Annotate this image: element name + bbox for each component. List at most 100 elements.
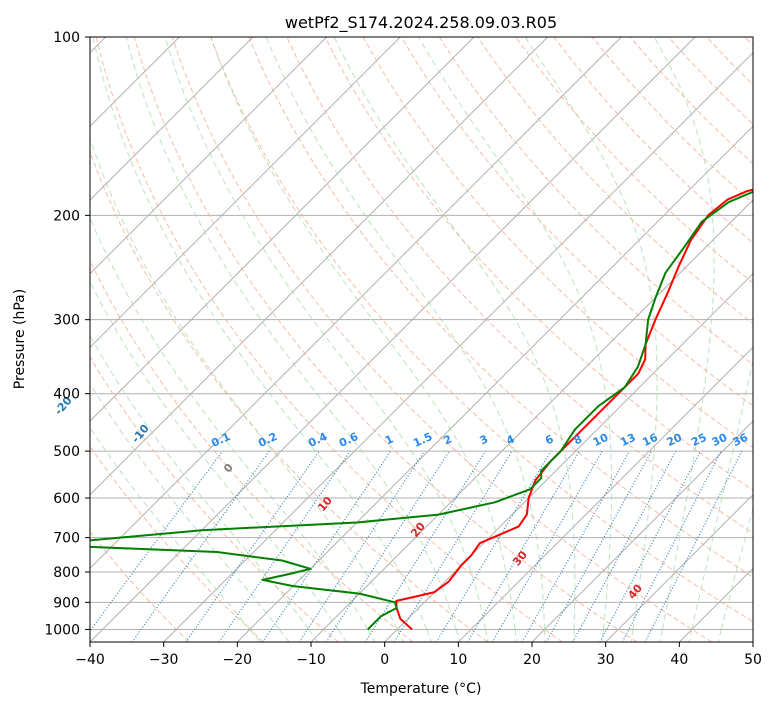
dry-adiabat-line	[171, 37, 712, 642]
mixing-ratio-line	[521, 450, 631, 642]
axes: −40 −30 −20 −10 0 10 20 30 40 5010020030040050060…	[44, 30, 762, 668]
plot-frame	[89, 36, 754, 643]
mixing-ratio-line	[90, 450, 223, 632]
isotherm-line	[605, 493, 753, 642]
isotherm-line	[90, 37, 328, 275]
x-tick-label: 50	[744, 652, 762, 668]
dry-adiabat-line	[90, 531, 190, 642]
y-tick-label: 300	[53, 313, 80, 329]
mixing-ratio-label: 1	[383, 432, 395, 447]
mixing-ratio-line	[435, 450, 552, 642]
isotherm-line	[90, 37, 254, 201]
x-tick-label: −30	[149, 652, 179, 668]
dry-adiabat-line	[515, 37, 753, 284]
moist-adiabat-line	[90, 136, 404, 642]
dry-adiabat-label: 40	[625, 581, 645, 601]
dry-adiabat-line	[591, 37, 753, 204]
mixing-ratio-line	[131, 450, 270, 642]
moist-adiabat-line	[92, 37, 432, 642]
moist-adiabat-line	[524, 37, 658, 642]
isotherm-line	[163, 51, 753, 642]
moist-adiabat-line	[164, 37, 489, 642]
dry-adiabat-line	[133, 37, 638, 642]
moist-adiabat-line	[210, 37, 517, 642]
moist-adiabat-line	[90, 334, 319, 642]
isotherm-line	[90, 37, 696, 642]
dry-adiabat-line	[744, 37, 753, 47]
x-tick-label: −20	[223, 652, 253, 668]
dewpoint-profile	[90, 190, 753, 631]
dry-adiabat-label: 20	[408, 520, 428, 540]
mixing-ratio-label: 36	[731, 431, 751, 449]
mixing-ratio-label: 3	[478, 432, 490, 447]
mixing-ratio-label: 0.4	[306, 430, 329, 450]
isotherm-line	[531, 420, 753, 642]
mixing-ratio-line	[393, 450, 513, 642]
dry-adiabat-line	[668, 37, 753, 125]
dry-adiabat-line	[248, 37, 753, 578]
dry-adiabat-label: 30	[510, 548, 530, 568]
isotherm-line	[752, 641, 753, 642]
isotherm-line	[310, 199, 753, 642]
moist-adiabat-line	[333, 37, 576, 642]
mixing-ratio-label: 20	[665, 431, 685, 449]
x-axis-label: Temperature (°C)	[360, 681, 482, 697]
mixing-ratio-label: 1.5	[411, 430, 434, 450]
mixing-ratio-label: 0.2	[256, 430, 279, 450]
mixing-ratio-label: 2	[442, 432, 454, 447]
isotherm-line	[457, 346, 753, 642]
moist-adiabat-line	[90, 216, 376, 642]
mixing-ratio-line	[325, 450, 450, 642]
isotherm-line	[90, 37, 401, 349]
isotherm-line	[90, 37, 549, 496]
y-tick-label: 600	[53, 491, 80, 507]
x-tick-label: 30	[597, 652, 615, 668]
x-tick-label: −10	[296, 652, 326, 668]
dry-adiabat-line	[210, 37, 753, 623]
background-lines	[90, 37, 753, 642]
mixing-ratio-line	[491, 450, 603, 642]
dry-adiabat-line	[706, 37, 753, 86]
dry-adiabat-line	[95, 37, 563, 642]
moist-adiabat-line	[653, 37, 715, 642]
chart-title: wetPf2_S174.2024.258.09.03.R05	[285, 13, 557, 33]
mixing-ratio-label: 0.6	[337, 430, 360, 450]
x-tick-label: 10	[449, 652, 467, 668]
dry-adiabat-line	[400, 37, 753, 407]
moist-adiabat-line	[688, 358, 753, 642]
mixing-ratio-line	[621, 450, 722, 642]
mixing-ratio-label: 8	[572, 432, 584, 447]
isotherm-line	[90, 37, 475, 422]
mixing-ratio-line	[599, 450, 702, 642]
moist-adiabat-line	[418, 37, 613, 642]
mixing-ratio-line	[218, 450, 351, 642]
mixing-ratio-line	[545, 450, 653, 642]
mixing-ratio-line	[298, 450, 425, 642]
mixing-ratio-line	[572, 450, 677, 642]
y-tick-label: 700	[53, 531, 80, 547]
x-tick-label: −40	[75, 652, 105, 668]
y-tick-label: 200	[53, 208, 80, 224]
isotherm-line	[90, 37, 622, 570]
mixing-ratio-label: 0.1	[209, 430, 232, 450]
y-tick-label: 800	[53, 565, 80, 581]
mixing-ratio-line	[262, 450, 392, 642]
x-tick-label: 40	[670, 652, 688, 668]
mixing-ratio-label: 10	[591, 431, 611, 449]
temperature-profile	[395, 188, 753, 631]
moist-adiabat-line	[717, 506, 753, 642]
mixing-ratio-line	[644, 450, 743, 642]
dry-adiabat-line	[324, 37, 753, 491]
mixing-ratio-label: 4	[504, 432, 517, 447]
isotherm-line	[678, 567, 753, 642]
dry-adiabat-label: -10	[129, 422, 152, 446]
mixing-ratio-label: 25	[689, 431, 708, 449]
isotherm-line	[384, 272, 753, 642]
dry-adiabat-line	[90, 150, 488, 642]
moist-adiabat-line	[265, 37, 546, 642]
mixing-ratio-label: 13	[618, 431, 637, 449]
mixing-ratio-label: 16	[640, 431, 660, 449]
x-tick-label: 20	[523, 652, 541, 668]
data-layer	[90, 188, 753, 631]
